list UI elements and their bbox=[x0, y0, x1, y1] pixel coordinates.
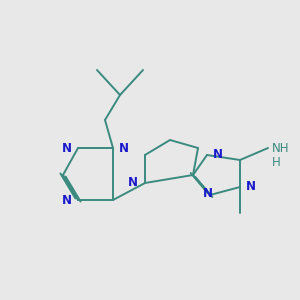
Text: N: N bbox=[62, 142, 72, 154]
Text: H: H bbox=[272, 155, 281, 169]
Text: NH: NH bbox=[272, 142, 290, 154]
Text: N: N bbox=[213, 148, 223, 161]
Text: N: N bbox=[128, 176, 138, 190]
Text: N: N bbox=[119, 142, 129, 154]
Text: N: N bbox=[246, 181, 256, 194]
Text: N: N bbox=[203, 187, 213, 200]
Text: N: N bbox=[62, 194, 72, 206]
